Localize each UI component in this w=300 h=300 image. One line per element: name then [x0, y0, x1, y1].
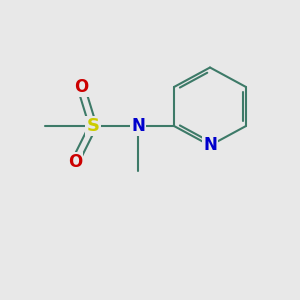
Text: S: S	[86, 117, 100, 135]
Text: N: N	[203, 136, 217, 154]
Text: O: O	[68, 153, 82, 171]
Text: O: O	[74, 78, 88, 96]
Text: N: N	[131, 117, 145, 135]
